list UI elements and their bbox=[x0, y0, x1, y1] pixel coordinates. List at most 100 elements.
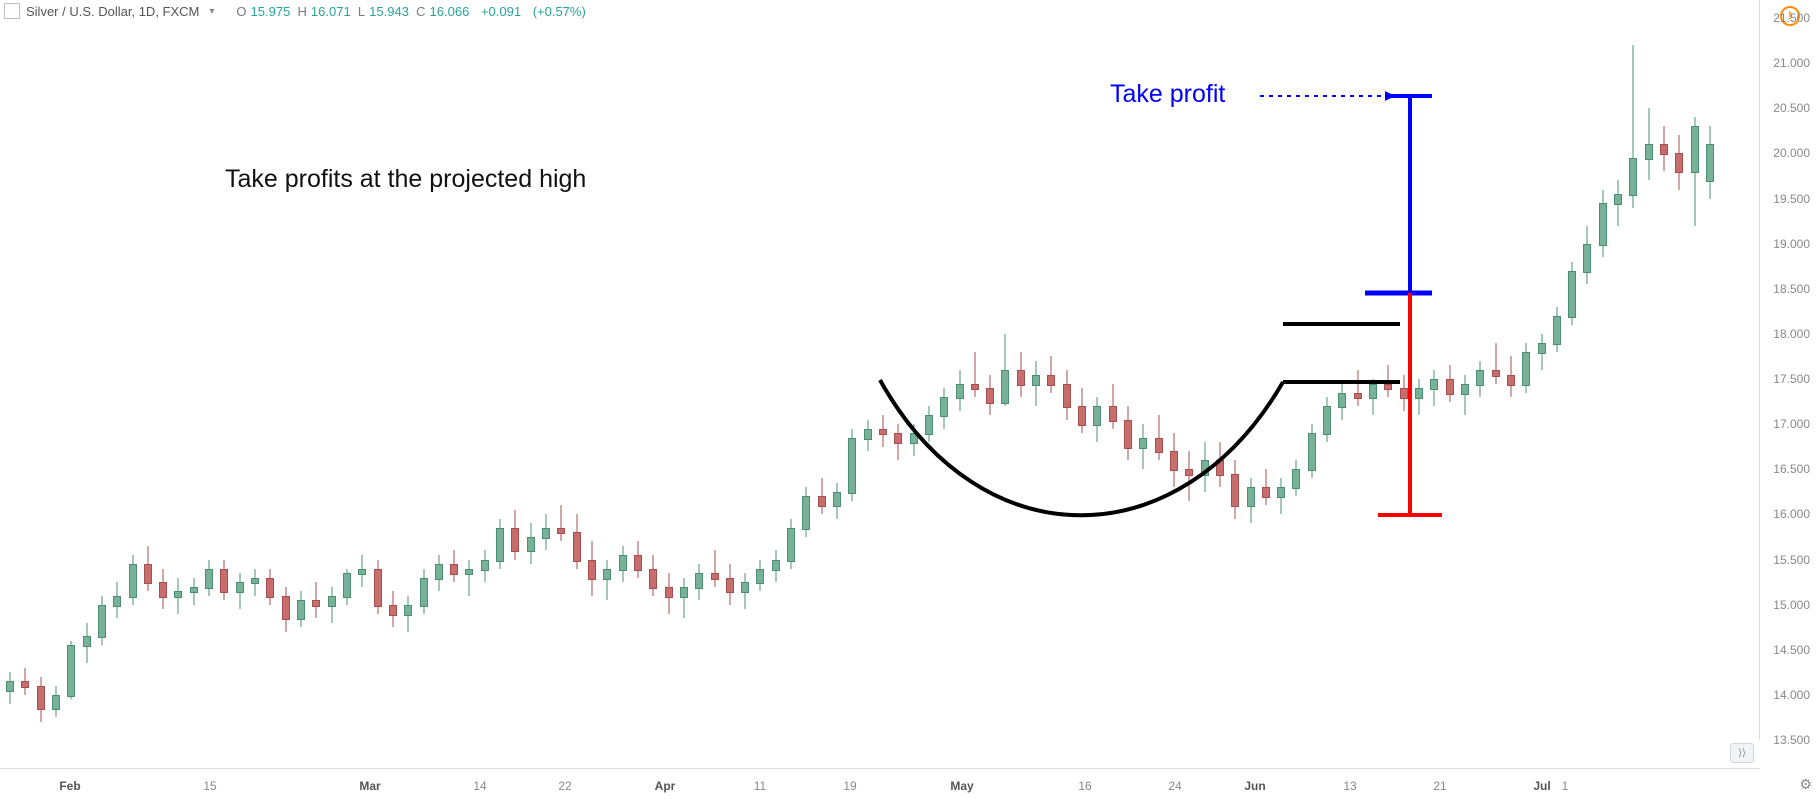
candle[interactable] bbox=[771, 0, 781, 740]
candle[interactable] bbox=[740, 0, 750, 740]
candle[interactable] bbox=[1521, 0, 1531, 740]
candle[interactable] bbox=[1353, 0, 1363, 740]
candle[interactable] bbox=[955, 0, 965, 740]
candle[interactable] bbox=[1674, 0, 1684, 740]
chart-plot-area[interactable]: Take profits at the projected highTake p… bbox=[0, 0, 1760, 740]
candle[interactable] bbox=[1307, 0, 1317, 740]
candle[interactable] bbox=[878, 0, 888, 740]
candle[interactable] bbox=[51, 0, 61, 740]
candle[interactable] bbox=[633, 0, 643, 740]
candle[interactable] bbox=[1291, 0, 1301, 740]
candle[interactable] bbox=[1628, 0, 1638, 740]
candle[interactable] bbox=[1705, 0, 1715, 740]
candle[interactable] bbox=[1077, 0, 1087, 740]
candle[interactable] bbox=[388, 0, 398, 740]
candle[interactable] bbox=[1567, 0, 1577, 740]
candle[interactable] bbox=[1582, 0, 1592, 740]
goto-date-button[interactable]: ⟩⟩ bbox=[1730, 743, 1754, 763]
candle[interactable] bbox=[1154, 0, 1164, 740]
candle[interactable] bbox=[1276, 0, 1286, 740]
candle[interactable] bbox=[939, 0, 949, 740]
candle[interactable] bbox=[710, 0, 720, 740]
candle[interactable] bbox=[36, 0, 46, 740]
candle[interactable] bbox=[1169, 0, 1179, 740]
candle[interactable] bbox=[893, 0, 903, 740]
candle[interactable] bbox=[1108, 0, 1118, 740]
candle[interactable] bbox=[832, 0, 842, 740]
candle[interactable] bbox=[5, 0, 15, 740]
candle[interactable] bbox=[1383, 0, 1393, 740]
candle[interactable] bbox=[66, 0, 76, 740]
candle[interactable] bbox=[1552, 0, 1562, 740]
candle[interactable] bbox=[464, 0, 474, 740]
candle[interactable] bbox=[1016, 0, 1026, 740]
candle[interactable] bbox=[265, 0, 275, 740]
candle[interactable] bbox=[373, 0, 383, 740]
candle[interactable] bbox=[1460, 0, 1470, 740]
candle[interactable] bbox=[1337, 0, 1347, 740]
candle[interactable] bbox=[449, 0, 459, 740]
candle[interactable] bbox=[1491, 0, 1501, 740]
candle[interactable] bbox=[128, 0, 138, 740]
candle[interactable] bbox=[541, 0, 551, 740]
candle[interactable] bbox=[1123, 0, 1133, 740]
candle[interactable] bbox=[1000, 0, 1010, 740]
candle[interactable] bbox=[403, 0, 413, 740]
candle[interactable] bbox=[801, 0, 811, 740]
candle[interactable] bbox=[250, 0, 260, 740]
price-axis[interactable]: 13.50014.00014.50015.00015.50016.00016.5… bbox=[1759, 0, 1816, 740]
candle[interactable] bbox=[556, 0, 566, 740]
candle[interactable] bbox=[587, 0, 597, 740]
candle[interactable] bbox=[970, 0, 980, 740]
candle[interactable] bbox=[82, 0, 92, 740]
candle[interactable] bbox=[1368, 0, 1378, 740]
candle[interactable] bbox=[1246, 0, 1256, 740]
candle[interactable] bbox=[786, 0, 796, 740]
candle[interactable] bbox=[817, 0, 827, 740]
candle[interactable] bbox=[1261, 0, 1271, 740]
candle[interactable] bbox=[204, 0, 214, 740]
candle[interactable] bbox=[327, 0, 337, 740]
time-axis[interactable]: Feb15Mar1422Apr1119May1624Jun1321Jul1 bbox=[0, 768, 1760, 799]
candle[interactable] bbox=[1475, 0, 1485, 740]
axis-settings-icon[interactable]: ⚙ bbox=[1799, 776, 1812, 793]
candle[interactable] bbox=[1613, 0, 1623, 740]
candle[interactable] bbox=[664, 0, 674, 740]
candle[interactable] bbox=[618, 0, 628, 740]
candle[interactable] bbox=[1322, 0, 1332, 740]
candle[interactable] bbox=[495, 0, 505, 740]
candle[interactable] bbox=[434, 0, 444, 740]
candle[interactable] bbox=[924, 0, 934, 740]
candle[interactable] bbox=[173, 0, 183, 740]
candle[interactable] bbox=[1414, 0, 1424, 740]
candle[interactable] bbox=[648, 0, 658, 740]
candle[interactable] bbox=[1230, 0, 1240, 740]
candle[interactable] bbox=[1445, 0, 1455, 740]
candle[interactable] bbox=[755, 0, 765, 740]
candle[interactable] bbox=[1184, 0, 1194, 740]
candle[interactable] bbox=[342, 0, 352, 740]
candle[interactable] bbox=[1659, 0, 1669, 740]
candle[interactable] bbox=[572, 0, 582, 740]
candle[interactable] bbox=[1690, 0, 1700, 740]
candle[interactable] bbox=[1506, 0, 1516, 740]
candle[interactable] bbox=[480, 0, 490, 740]
candle[interactable] bbox=[602, 0, 612, 740]
candle[interactable] bbox=[847, 0, 857, 740]
candle[interactable] bbox=[235, 0, 245, 740]
candle[interactable] bbox=[725, 0, 735, 740]
candle[interactable] bbox=[863, 0, 873, 740]
candle[interactable] bbox=[219, 0, 229, 740]
candle[interactable] bbox=[694, 0, 704, 740]
candle[interactable] bbox=[1399, 0, 1409, 740]
candle[interactable] bbox=[143, 0, 153, 740]
candle[interactable] bbox=[158, 0, 168, 740]
candle[interactable] bbox=[526, 0, 536, 740]
candle[interactable] bbox=[281, 0, 291, 740]
candle[interactable] bbox=[909, 0, 919, 740]
candle[interactable] bbox=[1644, 0, 1654, 740]
candle[interactable] bbox=[296, 0, 306, 740]
candle[interactable] bbox=[679, 0, 689, 740]
candle[interactable] bbox=[1200, 0, 1210, 740]
candle[interactable] bbox=[1046, 0, 1056, 740]
